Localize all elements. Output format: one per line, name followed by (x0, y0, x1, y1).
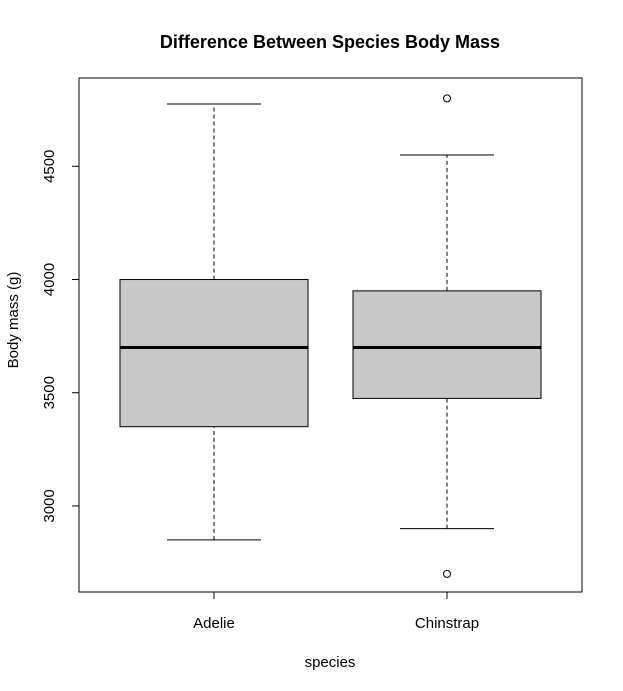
plot-frame (78, 77, 583, 593)
y-tick-label: 4000 (41, 263, 58, 296)
chart-title: Difference Between Species Body Mass (160, 32, 500, 52)
y-tick-label: 3500 (41, 376, 58, 409)
y-axis-label: Body mass (g) (5, 272, 22, 369)
iqr-box (119, 279, 309, 428)
boxes-layer (119, 94, 542, 578)
y-tick-label: 4500 (41, 150, 58, 183)
outlier-point (443, 94, 451, 103)
outlier-point (443, 569, 451, 578)
x-axis-label: species (305, 654, 356, 671)
x-tick-label: Chinstrap (415, 615, 479, 632)
iqr-box (352, 290, 542, 399)
y-axis: 3000 3500 4000 4500 (41, 150, 79, 523)
box-chinstrap (352, 94, 542, 578)
box-adelie (119, 103, 309, 541)
x-axis: Adelie Chinstrap (193, 592, 479, 632)
y-tick-label: 3000 (41, 489, 58, 522)
x-tick-label: Adelie (193, 615, 235, 632)
